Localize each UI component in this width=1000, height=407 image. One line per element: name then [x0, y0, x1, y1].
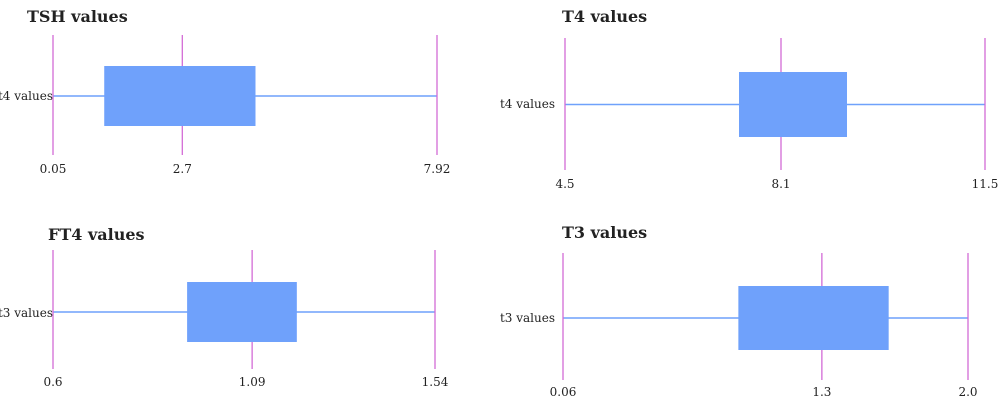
chart-panel-t3: T3 values t3 values 0.06 1.3 2.0	[500, 204, 1000, 407]
chart-title: FT4 values	[48, 225, 145, 244]
tick-label: 8.1	[771, 177, 790, 191]
tick-label: 0.6	[43, 375, 62, 389]
chart-svg-ft4: FT4 values t3 values 0.6 1.09 1.54	[0, 225, 449, 389]
tick-label: 2.7	[173, 162, 192, 176]
box-iqr	[739, 72, 847, 137]
tick-label: 1.3	[812, 385, 831, 399]
box-iqr	[187, 282, 297, 342]
tick-label: 0.06	[550, 385, 577, 399]
tick-label: 0.05	[40, 162, 67, 176]
tick-label: 1.09	[239, 375, 266, 389]
category-label: t4 values	[0, 89, 53, 103]
chart-title: TSH values	[27, 7, 128, 26]
chart-panel-ft4: FT4 values t3 values 0.6 1.09 1.54	[0, 204, 500, 407]
tick-label: 1.54	[422, 375, 449, 389]
chart-title: T3 values	[562, 223, 647, 242]
chart-panel-tsh: TSH values t4 values 0.05 2.7 7.92	[0, 0, 500, 203]
category-label: t3 values	[500, 311, 555, 325]
tick-label: 2.0	[958, 385, 977, 399]
tick-label: 4.5	[555, 177, 574, 191]
chart-svg-t3: T3 values t3 values 0.06 1.3 2.0	[500, 223, 978, 399]
chart-svg-tsh: TSH values t4 values 0.05 2.7 7.92	[0, 7, 451, 176]
tick-label: 11.5	[972, 177, 999, 191]
tick-label: 7.92	[424, 162, 451, 176]
chart-title: T4 values	[562, 7, 647, 26]
box-iqr	[104, 66, 256, 126]
chart-svg-t4: T4 values t4 values 4.5 8.1 11.5	[500, 7, 999, 191]
category-label: t3 values	[0, 306, 53, 320]
category-label: t4 values	[500, 97, 555, 111]
box-iqr	[738, 286, 889, 350]
chart-panel-t4: T4 values t4 values 4.5 8.1 11.5	[500, 0, 1000, 203]
